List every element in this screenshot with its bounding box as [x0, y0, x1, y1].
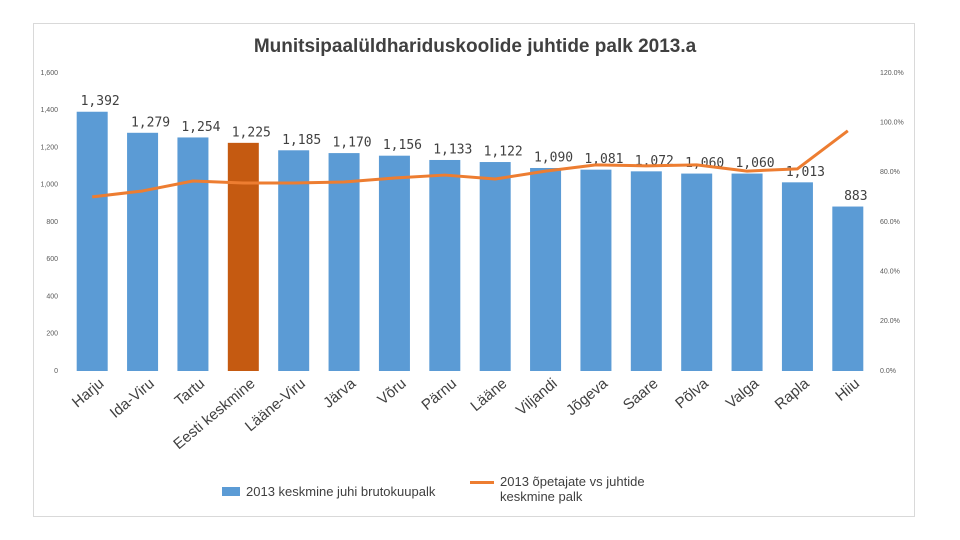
bar [530, 167, 562, 371]
chart-frame [33, 23, 915, 517]
legend-swatch [470, 481, 494, 484]
data-label: 883 [844, 189, 867, 204]
y-tick-label: 1,200 [40, 144, 58, 151]
bar [479, 162, 511, 371]
x-tick-label: Valga [723, 375, 763, 412]
y-tick-label: 1,000 [40, 182, 58, 189]
y-tick-label: 1,400 [40, 107, 58, 114]
bar [378, 155, 410, 371]
x-tick-label: Järva [320, 375, 360, 412]
bar [681, 173, 713, 371]
y-tick-label: 800 [46, 219, 58, 226]
data-label: 1,170 [332, 136, 371, 151]
x-tick-label: Põlva [672, 375, 712, 413]
y-tick-label: 1,600 [40, 70, 58, 77]
y2-tick-label: 100.0% [880, 120, 904, 127]
bar [76, 111, 108, 372]
bar [127, 132, 159, 371]
bar [781, 182, 813, 371]
data-label: 1,254 [181, 120, 220, 135]
data-label: 1,060 [735, 156, 774, 171]
data-label: 1,156 [383, 138, 422, 153]
data-label: 1,013 [786, 165, 825, 180]
data-label: 1,392 [81, 94, 120, 109]
y2-tick-label: 40.0% [880, 269, 900, 276]
data-label: 1,122 [484, 145, 523, 160]
y-tick-label: 200 [46, 331, 58, 338]
bar [731, 173, 763, 371]
data-label: 1,185 [282, 133, 321, 148]
x-tick-label: Jõgeva [563, 375, 611, 420]
legend-label: 2013 õpetajate vs juhtide keskmine palk [500, 474, 645, 504]
x-tick-label: Rapla [772, 375, 813, 414]
bar [580, 169, 612, 371]
x-tick-label: Lääne [467, 375, 510, 415]
x-tick-label: Tartu [172, 375, 208, 409]
x-tick-label: Saare [620, 375, 662, 414]
x-tick-label: Hiiu [832, 375, 863, 405]
bar [177, 137, 209, 371]
y-tick-label: 400 [46, 293, 58, 300]
x-tick-label: Harju [69, 375, 107, 411]
x-tick-label: Võru [374, 375, 409, 408]
x-tick-label: Viljandi [513, 375, 561, 419]
data-label: 1,090 [534, 150, 573, 165]
y2-tick-label: 80.0% [880, 169, 900, 176]
data-label: 1,225 [232, 125, 271, 140]
legend-item: 2013 õpetajate vs juhtide keskmine palk [470, 474, 740, 504]
legend-label: 2013 keskmine juhi brutokuupalk [246, 484, 436, 499]
bar [832, 206, 864, 371]
chart-title: Munitsipaalüldhariduskoolide juhtide pal… [254, 36, 697, 57]
bar [630, 171, 662, 371]
x-tick-label: Pärnu [418, 375, 460, 414]
y-tick-label: 600 [46, 256, 58, 263]
bar [227, 142, 259, 371]
bar [328, 153, 360, 371]
y2-tick-label: 20.0% [880, 318, 900, 325]
legend-item: 2013 keskmine juhi brutokuupalk [222, 484, 435, 499]
y2-tick-label: 0.0% [880, 368, 896, 375]
y2-tick-label: 60.0% [880, 219, 900, 226]
y2-tick-label: 120.0% [880, 70, 904, 77]
line [92, 129, 849, 199]
y-tick-label: 0 [54, 368, 58, 375]
bar [429, 159, 461, 371]
bar [278, 150, 310, 371]
data-label: 1,279 [131, 115, 170, 130]
legend-swatch [222, 487, 240, 496]
data-label: 1,133 [433, 142, 472, 157]
x-tick-label: Ida-Viru [107, 375, 158, 422]
data-label: 1,081 [584, 152, 623, 167]
